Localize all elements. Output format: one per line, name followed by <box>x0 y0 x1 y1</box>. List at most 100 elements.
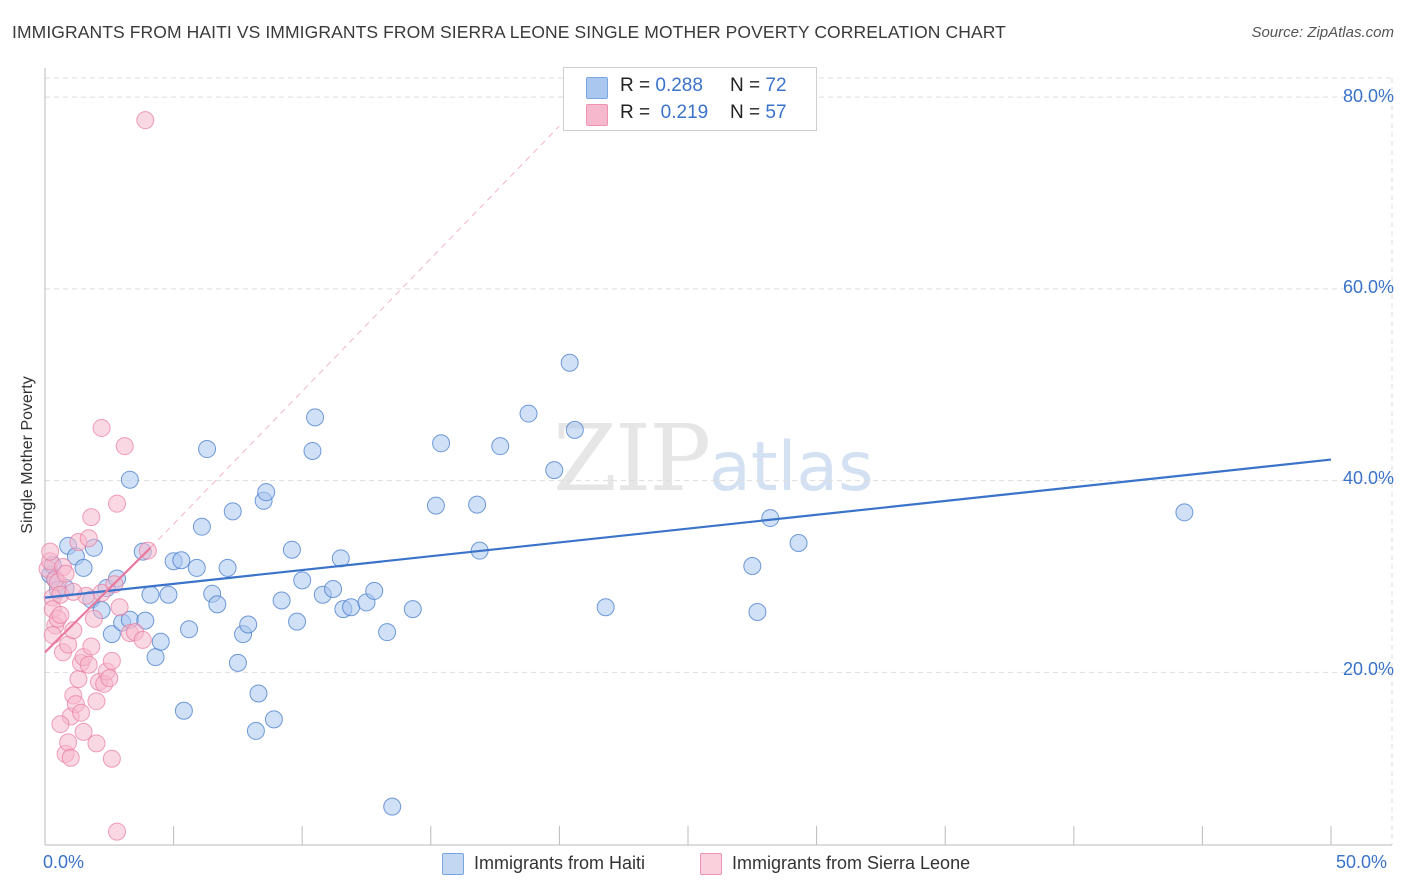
data-point-sierra-leone <box>43 626 62 645</box>
data-point-sierra-leone <box>64 582 83 601</box>
data-point-sierra-leone <box>102 749 121 768</box>
data-points <box>38 111 1194 841</box>
data-point-haiti <box>120 470 139 489</box>
data-point-haiti <box>74 558 93 577</box>
legend-swatch-sierra-leone-bottom <box>700 853 722 875</box>
data-point-sierra-leone <box>87 692 106 711</box>
source-credit: Source: ZipAtlas.com <box>1251 24 1394 41</box>
data-point-sierra-leone <box>79 529 98 548</box>
data-point-haiti <box>378 623 397 642</box>
stats-legend: R = 0.288 N = 72 R = 0.219 N = 57 <box>563 67 817 131</box>
data-point-sierra-leone <box>92 418 111 437</box>
data-point-haiti <box>748 603 767 622</box>
data-point-sierra-leone <box>110 598 129 617</box>
data-point-sierra-leone <box>115 437 134 456</box>
data-point-haiti <box>282 540 301 559</box>
data-point-haiti <box>198 440 217 459</box>
data-point-haiti <box>249 684 268 703</box>
data-point-haiti <box>257 483 276 502</box>
gridlines <box>45 77 1393 845</box>
data-point-haiti <box>306 408 325 427</box>
data-point-haiti <box>187 558 206 577</box>
data-point-sierra-leone <box>41 542 60 561</box>
legend-r-haiti: R = 0.288 <box>620 75 703 96</box>
data-point-haiti <box>1175 503 1194 522</box>
data-point-haiti <box>560 353 579 372</box>
series-haiti <box>41 353 1194 816</box>
data-point-sierra-leone <box>102 651 121 670</box>
data-point-sierra-leone <box>87 734 106 753</box>
data-point-sierra-leone <box>64 621 83 640</box>
data-point-haiti <box>365 581 384 600</box>
data-point-sierra-leone <box>51 605 70 624</box>
data-point-haiti <box>743 557 762 576</box>
legend-swatch-haiti-bottom <box>442 853 464 875</box>
data-point-sierra-leone <box>108 822 127 841</box>
data-point-haiti <box>218 558 237 577</box>
data-point-haiti <box>208 595 227 614</box>
data-point-haiti <box>426 496 445 515</box>
data-point-haiti <box>192 517 211 536</box>
legend-r-sierra-leone: R = 0.219 <box>620 102 709 123</box>
data-point-sierra-leone <box>82 508 101 527</box>
data-point-haiti <box>228 653 247 672</box>
y-axis-label: Single Mother Poverty <box>19 376 36 534</box>
data-point-haiti <box>491 437 510 456</box>
data-point-haiti <box>151 632 170 651</box>
data-point-haiti <box>174 701 193 720</box>
data-point-sierra-leone <box>108 494 127 513</box>
trend-line-sierra-leone <box>44 547 152 654</box>
data-point-haiti <box>102 625 121 644</box>
data-point-haiti <box>519 404 538 423</box>
y-tick-label-20: 20.0% <box>1342 659 1394 679</box>
data-point-haiti <box>303 441 322 460</box>
x-tick-label-min: 0.0% <box>43 852 85 872</box>
data-point-haiti <box>324 580 343 599</box>
y-tick-label-80: 80.0% <box>1342 86 1394 106</box>
data-point-haiti <box>264 710 283 729</box>
chart-title: IMMIGRANTS FROM HAITI VS IMMIGRANTS FROM… <box>12 22 1006 42</box>
watermark-atlas: atlas <box>709 428 874 507</box>
legend-swatch-haiti <box>586 77 608 99</box>
data-point-haiti <box>288 612 307 631</box>
data-point-sierra-leone <box>82 637 101 656</box>
data-point-haiti <box>159 585 178 604</box>
data-point-haiti <box>180 620 199 639</box>
data-point-haiti <box>789 533 808 552</box>
data-point-sierra-leone <box>133 630 152 649</box>
legend-n-haiti: N = 72 <box>730 75 787 96</box>
data-point-sierra-leone <box>51 715 70 734</box>
data-point-sierra-leone <box>72 703 91 722</box>
trend-extension-sierra-leone <box>150 125 560 549</box>
trend-lines <box>44 125 1332 654</box>
data-point-sierra-leone <box>69 670 88 689</box>
data-point-haiti <box>141 585 160 604</box>
data-point-haiti <box>172 551 191 570</box>
legend-label-sierra-leone: Immigrants from Sierra Leone <box>732 853 971 873</box>
watermark: ZIPatlas <box>553 405 874 512</box>
data-point-haiti <box>596 598 615 617</box>
data-point-haiti <box>246 721 265 740</box>
data-point-sierra-leone <box>74 722 93 741</box>
data-point-sierra-leone <box>84 609 103 628</box>
data-point-haiti <box>383 797 402 816</box>
series-legend: Immigrants from Haiti Immigrants from Si… <box>0 850 1406 878</box>
data-point-haiti <box>223 502 242 521</box>
data-point-haiti <box>342 598 361 617</box>
y-tick-label-60: 60.0% <box>1342 277 1394 297</box>
x-tick-label-max: 50.0% <box>1336 852 1388 872</box>
data-point-haiti <box>272 591 291 610</box>
data-point-sierra-leone <box>100 669 119 688</box>
data-point-sierra-leone <box>61 748 80 767</box>
data-point-haiti <box>403 600 422 619</box>
legend-label-haiti: Immigrants from Haiti <box>474 853 646 873</box>
data-point-haiti <box>468 495 487 514</box>
data-point-haiti <box>136 611 155 630</box>
data-point-haiti <box>545 461 564 480</box>
data-point-sierra-leone <box>59 733 78 752</box>
axes <box>44 68 1392 846</box>
data-point-sierra-leone <box>79 655 98 674</box>
y-tick-label-40: 40.0% <box>1342 468 1394 488</box>
data-point-haiti <box>239 615 258 634</box>
